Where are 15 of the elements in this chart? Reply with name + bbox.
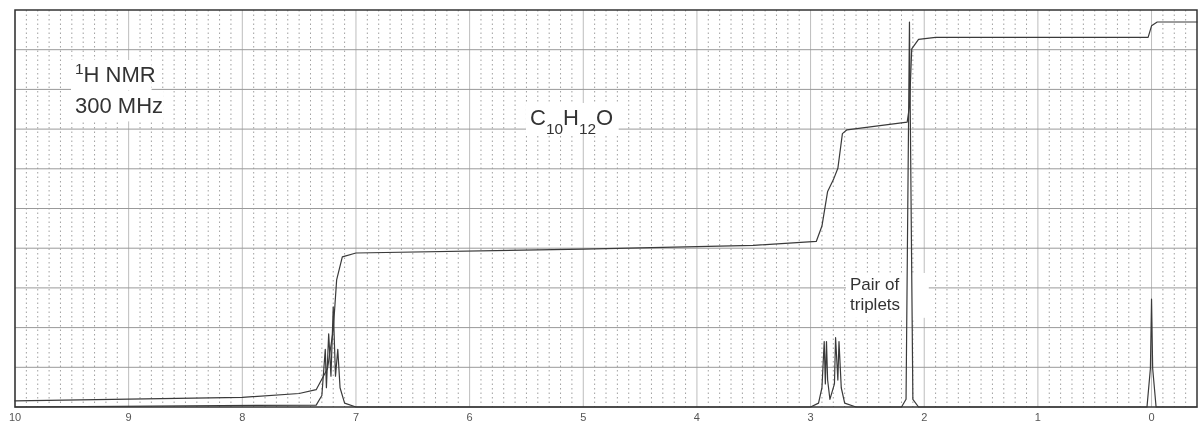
x-tick-label: 4 (693, 411, 700, 423)
annotation: 300 MHz (75, 93, 164, 118)
x-tick-label: 8 (239, 411, 246, 423)
annotation: $^{1}$H NMR (75, 59, 156, 87)
annotation: C$_{10}$H$_{12}$O (530, 105, 614, 137)
x-tick-label: 1 (1034, 411, 1041, 423)
x-tick-label: 9 (125, 411, 132, 423)
x-tick-label: 6 (466, 411, 473, 423)
x-tick-label: 7 (352, 411, 360, 423)
annotation: Pair of triplets (850, 275, 901, 315)
x-tick-label: 5 (580, 411, 587, 423)
x-tick-label: 10 (8, 411, 22, 423)
x-tick-label: 0 (1148, 411, 1155, 423)
x-tick-label: 3 (807, 411, 814, 423)
x-tick-label: 2 (921, 411, 928, 423)
